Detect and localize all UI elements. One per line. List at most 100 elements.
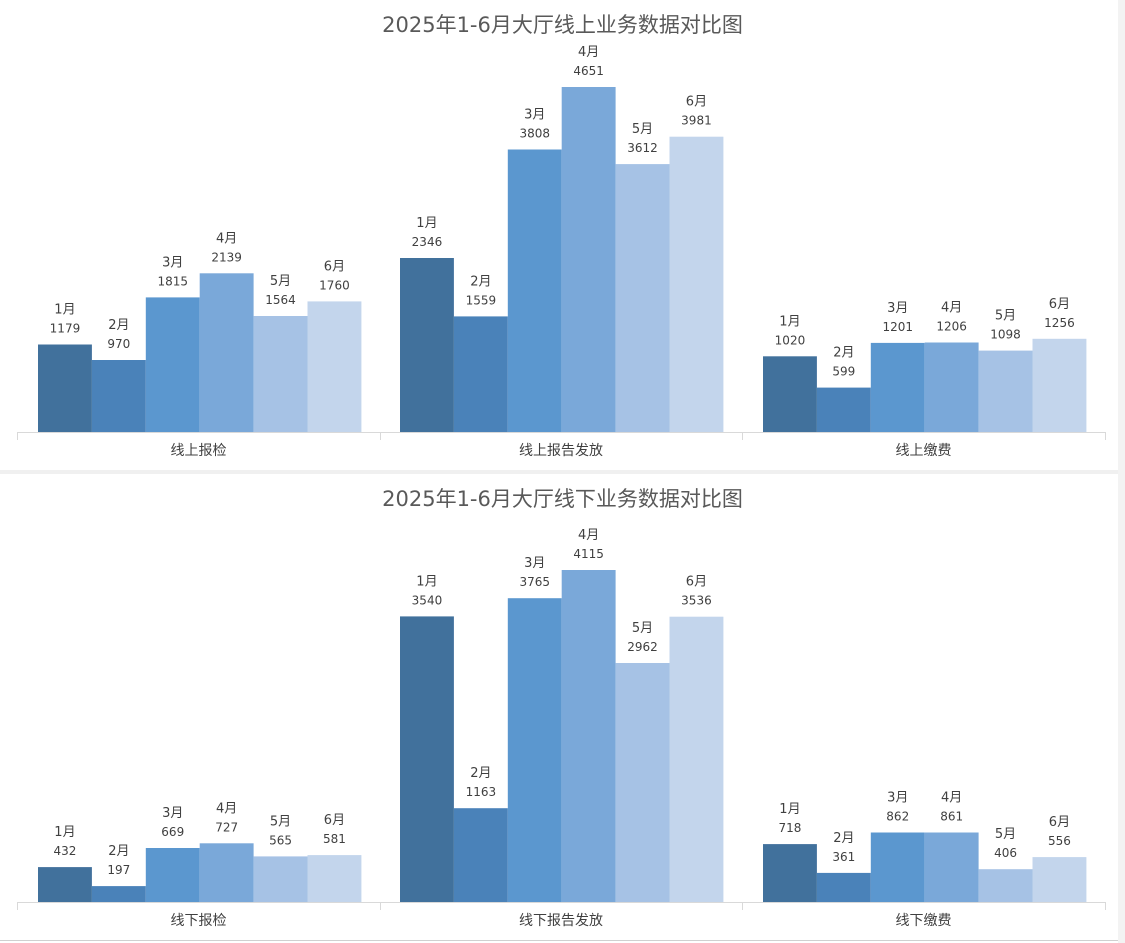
chart-title: 2025年1-6月大厅线上业务数据对比图: [382, 13, 743, 37]
data-label-value: 1559: [466, 293, 497, 307]
data-label-value: 1760: [319, 278, 350, 292]
bar-3月-线下报检: [145, 848, 200, 902]
data-label-month: 4月: [216, 231, 237, 246]
bar-6月-线上报告发放: [669, 136, 724, 432]
data-label-month: 1月: [54, 825, 75, 840]
bar-5月-线上报告发放: [615, 164, 670, 432]
data-label-value: 727: [215, 820, 238, 834]
data-label-value: 970: [107, 337, 130, 351]
data-label-month: 2月: [833, 831, 854, 846]
data-label-value: 4115: [573, 547, 604, 561]
x-tick-label: 线上报告发放: [519, 443, 603, 459]
data-label-value: 3540: [412, 593, 443, 607]
data-label-value: 565: [269, 833, 292, 847]
data-label-value: 1815: [157, 274, 188, 288]
data-label-month: 3月: [524, 108, 545, 123]
data-label-month: 4月: [578, 45, 599, 60]
data-label-value: 432: [53, 844, 76, 858]
bar-3月-线上报检: [145, 297, 200, 432]
bar-2月-线下报告发放: [453, 808, 508, 902]
data-label-month: 3月: [162, 255, 183, 270]
data-label-value: 3536: [681, 594, 712, 608]
data-label-value: 599: [832, 365, 855, 379]
bar-5月-线上报检: [253, 316, 308, 432]
data-label-month: 6月: [1049, 297, 1070, 312]
data-label-value: 556: [1048, 834, 1071, 848]
bar-4月-线上报检: [199, 273, 254, 432]
data-label-month: 5月: [270, 814, 291, 829]
data-label-month: 1月: [54, 303, 75, 318]
data-label-month: 1月: [416, 216, 437, 231]
data-label-value: 3981: [681, 114, 712, 128]
data-label-month: 5月: [270, 274, 291, 289]
bar-6月-线下报告发放: [669, 616, 724, 902]
bar-2月-线下报检: [91, 886, 146, 902]
offline-chart-panel: 2025年1-6月大厅线下业务数据对比图 线下报检 1月 432 2月 197 3月 669…: [0, 474, 1125, 941]
bar-6月-线下缴费: [1032, 857, 1087, 902]
bar-1月-线下报检: [38, 867, 92, 902]
bar-5月-线下报告发放: [615, 663, 670, 902]
panel-divider: [0, 470, 1125, 474]
data-label-month: 3月: [524, 556, 545, 571]
online-chart-panel: 2025年1-6月大厅线上业务数据对比图 线上报检 1月 1179 2月 970 3月 18…: [0, 0, 1125, 471]
data-label-month: 2月: [833, 346, 854, 361]
bar-3月-线下报告发放: [507, 598, 562, 902]
data-label-month: 4月: [941, 301, 962, 316]
bar-4月-线上报告发放: [561, 87, 616, 432]
data-label-month: 5月: [995, 827, 1016, 842]
data-label-value: 197: [107, 863, 130, 877]
x-tick-label: 线下报告发放: [519, 913, 603, 929]
x-tick-label: 线下缴费: [896, 913, 952, 929]
data-label-month: 6月: [324, 259, 345, 274]
data-label-value: 861: [940, 810, 963, 824]
data-label-month: 2月: [470, 274, 491, 289]
data-label-month: 4月: [216, 801, 237, 816]
data-label-value: 1163: [466, 785, 497, 799]
bar-3月-线下缴费: [870, 832, 925, 902]
data-label-value: 2346: [412, 235, 443, 249]
bar-1月-线上报告发放: [400, 258, 454, 432]
bar-2月-线上报告发放: [453, 316, 508, 432]
data-label-value: 581: [323, 832, 346, 846]
data-label-month: 1月: [779, 314, 800, 329]
data-label-value: 1256: [1044, 316, 1075, 330]
x-tick-label: 线上缴费: [896, 443, 952, 459]
bar-2月-线上报检: [91, 360, 146, 432]
data-label-value: 1020: [775, 333, 806, 347]
data-label-month: 3月: [887, 301, 908, 316]
data-label-month: 5月: [995, 309, 1016, 324]
data-label-month: 2月: [108, 318, 129, 333]
chart-title: 2025年1-6月大厅线下业务数据对比图: [382, 487, 743, 511]
x-tick-label: 线上报检: [171, 443, 227, 459]
bar-6月-线下报检: [307, 855, 362, 902]
data-label-value: 1201: [882, 320, 913, 334]
data-label-value: 2962: [627, 640, 658, 654]
bar-2月-线上缴费: [816, 387, 871, 432]
data-label-month: 6月: [686, 95, 707, 110]
data-label-value: 406: [994, 846, 1017, 860]
bar-1月-线上缴费: [763, 356, 817, 432]
bar-6月-线上报检: [307, 301, 362, 432]
data-label-value: 3765: [519, 575, 550, 589]
data-label-month: 4月: [578, 528, 599, 543]
data-label-month: 5月: [632, 621, 653, 636]
data-label-value: 718: [778, 821, 801, 835]
scrollbar-track: [1118, 0, 1125, 943]
data-label-value: 862: [886, 809, 909, 823]
x-tick-label: 线下报检: [171, 913, 227, 929]
data-label-month: 5月: [632, 122, 653, 137]
online-bar-chart: 线上报检 1月 1179 2月 970 3月 1815 4月 2139 5月 1564 6月 1760 线…: [17, 45, 1106, 459]
data-label-month: 3月: [162, 806, 183, 821]
data-label-value: 1098: [990, 328, 1021, 342]
bar-3月-线上缴费: [870, 342, 925, 432]
data-label-month: 1月: [416, 574, 437, 589]
data-label-month: 6月: [324, 813, 345, 828]
data-label-value: 361: [832, 850, 855, 864]
bar-3月-线上报告发放: [507, 149, 562, 432]
data-label-value: 1179: [50, 322, 81, 336]
bar-2月-线下缴费: [816, 872, 871, 902]
data-label-month: 2月: [108, 844, 129, 859]
data-label-value: 669: [161, 825, 184, 839]
data-label-value: 4651: [573, 64, 604, 78]
bar-5月-线下缴费: [978, 869, 1033, 902]
